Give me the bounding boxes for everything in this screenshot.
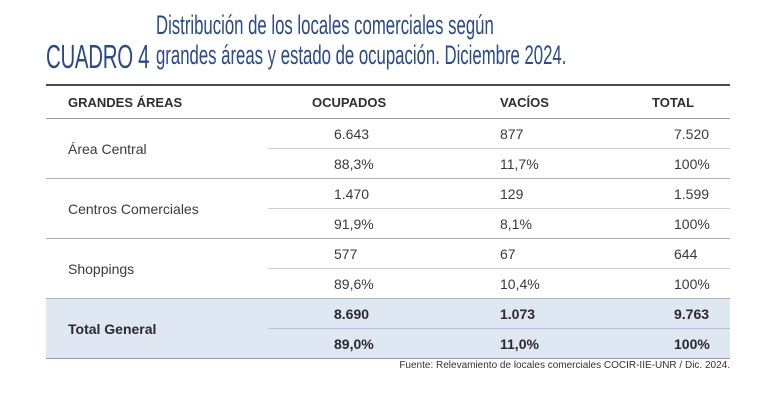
total-percent-cell: 11,0% [474, 328, 630, 359]
percent-cell: 100% [630, 148, 730, 179]
value-cell: 67 [474, 238, 630, 269]
table-header-row: GRANDES ÁREAS OCUPADOS VACÍOS TOTAL [46, 84, 730, 119]
source-note: Fuente: Relevamiento de locales comercia… [399, 360, 730, 371]
col-header-total: TOTAL [630, 84, 730, 119]
table-row: 88,3% 11,7% 100% [46, 148, 730, 179]
total-row: 89,0% 11,0% 100% [46, 328, 730, 359]
percent-cell: 88,3% [268, 148, 474, 179]
value-cell: 6.643 [268, 118, 474, 149]
total-label-cell: Total General [46, 298, 268, 359]
title-line-1: Distribución de los locales comerciales … [156, 10, 494, 40]
value-cell: 577 [268, 238, 474, 269]
total-percent-cell: 89,0% [268, 328, 474, 359]
col-header-vacios: VACÍOS [474, 84, 630, 119]
total-value-cell: 9.763 [630, 298, 730, 329]
table-number-label: CUADRO 4 [46, 38, 150, 75]
percent-cell: 89,6% [268, 268, 474, 299]
area-cell: Centros Comerciales [46, 178, 268, 239]
table-row: Shoppings 577 67 644 [46, 238, 730, 299]
percent-cell: 11,7% [474, 148, 630, 179]
value-cell: 1.599 [630, 178, 730, 209]
percent-cell: 100% [630, 208, 730, 239]
table-row: 91,9% 8,1% 100% [46, 208, 730, 239]
table-row: Área Central 6.643 877 7.520 [46, 118, 730, 179]
percent-cell: 100% [630, 268, 730, 299]
page-header: CUADRO 4 Distribución de los locales com… [46, 10, 746, 78]
total-percent-cell: 100% [630, 328, 730, 359]
total-row: Total General 8.690 1.073 9.763 [46, 298, 730, 359]
area-cell: Shoppings [46, 238, 268, 299]
percent-cell: 10,4% [474, 268, 630, 299]
title-line-2: grandes áreas y estado de ocupación. Dic… [156, 40, 567, 70]
total-value-cell: 1.073 [474, 298, 630, 329]
page-title: Distribución de los locales comerciales … [156, 10, 566, 70]
table-row: Centros Comerciales 1.470 129 1.599 [46, 178, 730, 239]
occupancy-table: GRANDES ÁREAS OCUPADOS VACÍOS TOTAL Área… [46, 84, 730, 359]
value-cell: 877 [474, 118, 630, 149]
value-cell: 644 [630, 238, 730, 269]
total-value-cell: 8.690 [268, 298, 474, 329]
col-header-ocupados: OCUPADOS [268, 84, 474, 119]
percent-cell: 91,9% [268, 208, 474, 239]
value-cell: 7.520 [630, 118, 730, 149]
col-header-areas: GRANDES ÁREAS [46, 84, 268, 119]
table-row: 89,6% 10,4% 100% [46, 268, 730, 299]
value-cell: 129 [474, 178, 630, 209]
area-cell: Área Central [46, 118, 268, 179]
value-cell: 1.470 [268, 178, 474, 209]
percent-cell: 8,1% [474, 208, 630, 239]
